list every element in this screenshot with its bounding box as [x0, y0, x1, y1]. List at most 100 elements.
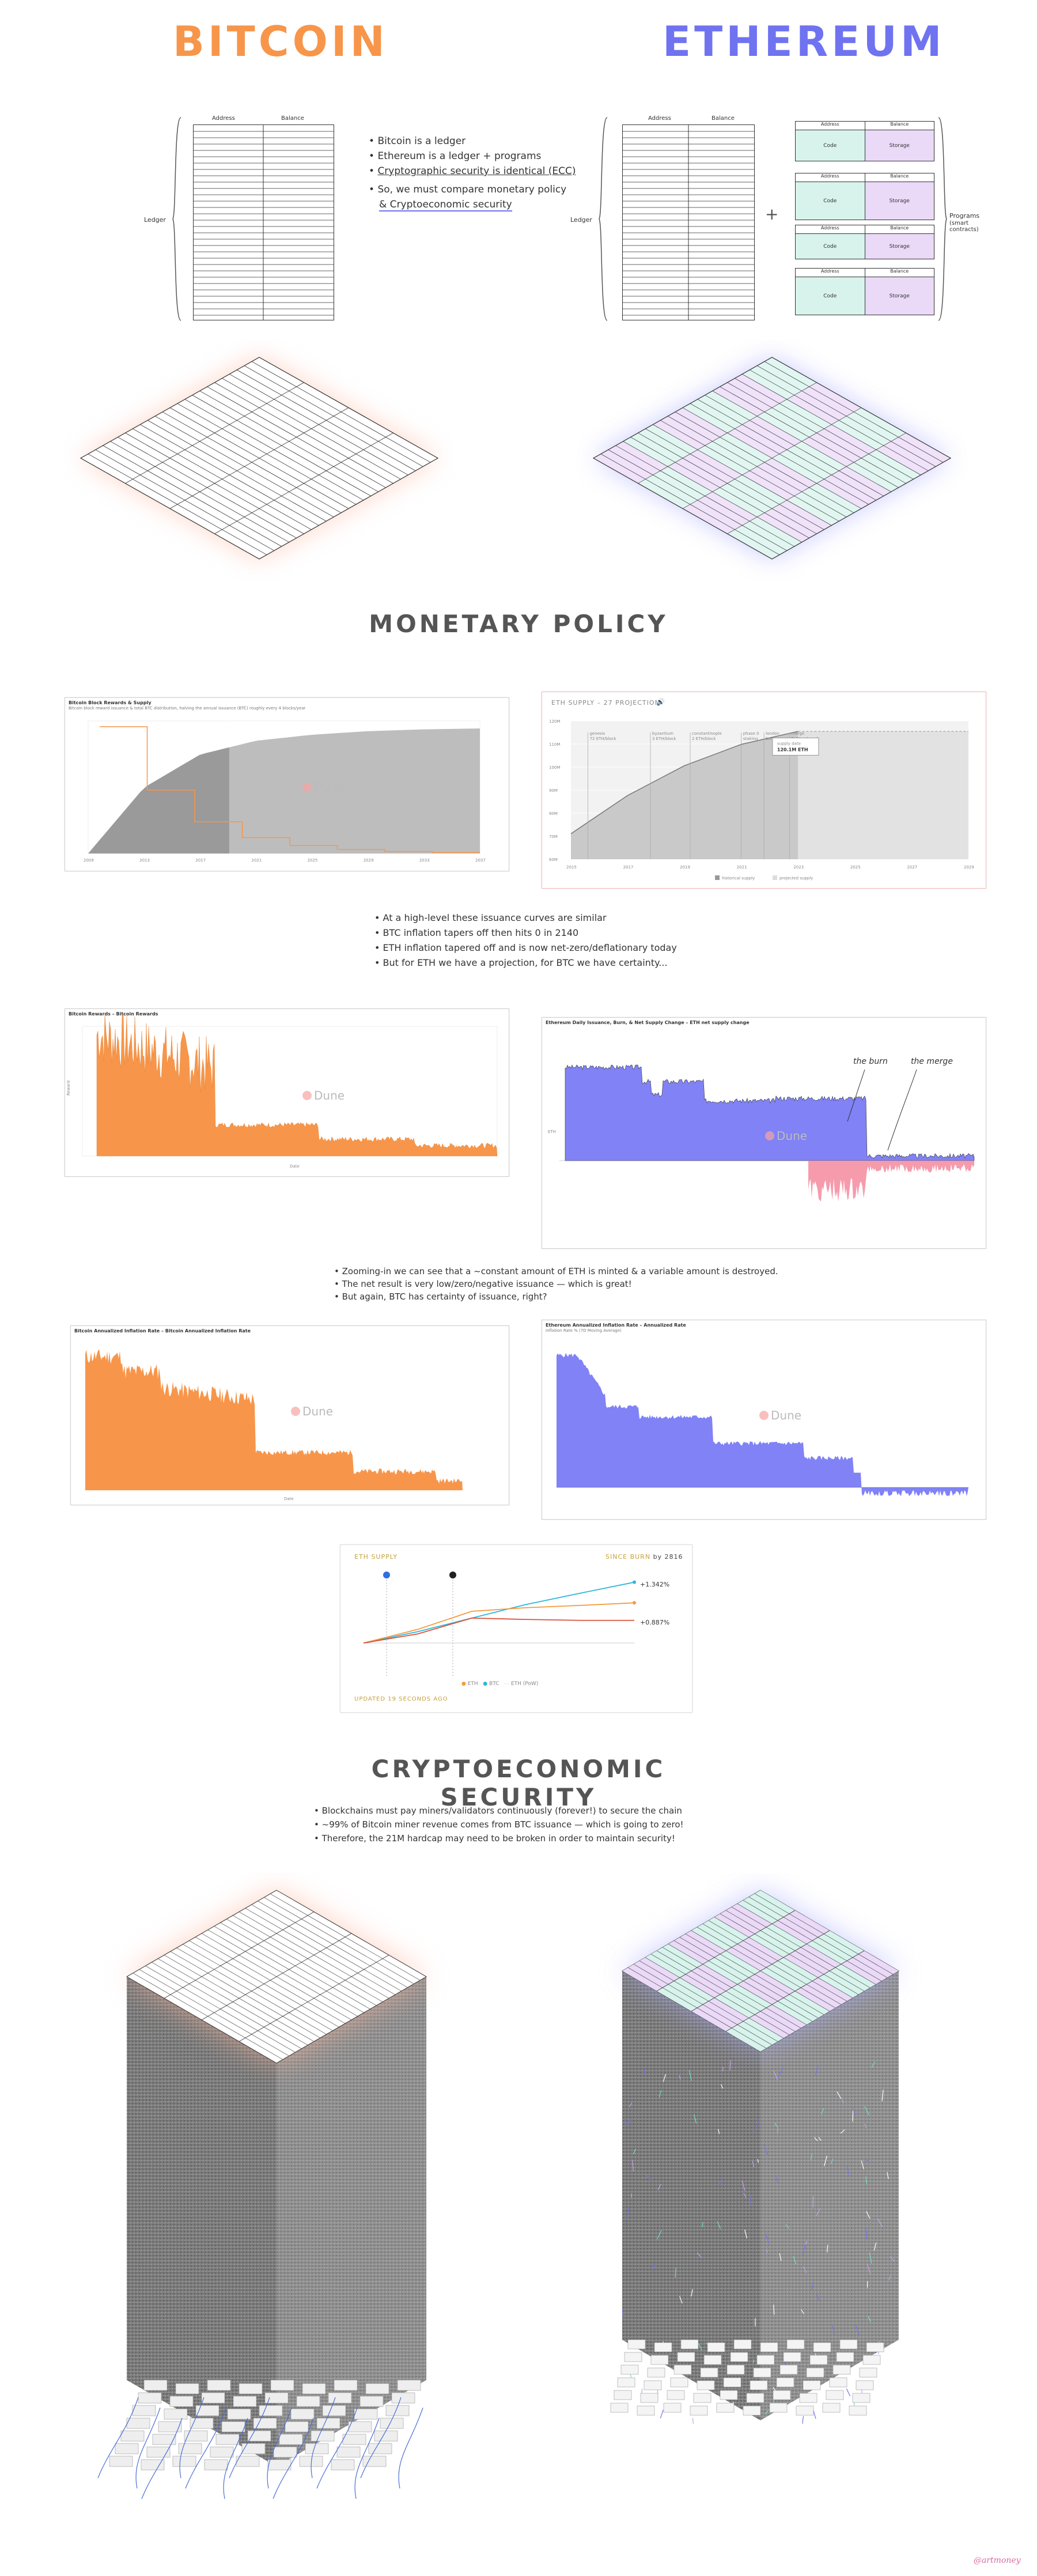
validator-streak — [646, 2175, 652, 2180]
validator-streak — [820, 2108, 824, 2115]
reward-area — [96, 1014, 498, 1157]
miner-block — [359, 2396, 384, 2407]
cable — [267, 2407, 292, 2489]
chart-title: ETH SUPPLY – 27 PROJECTION — [551, 699, 660, 707]
validator-streak — [763, 2144, 769, 2156]
tower-grid-line — [245, 1908, 395, 1995]
validator-streak — [773, 2071, 778, 2080]
sound-icon[interactable]: 🔊 — [656, 698, 665, 706]
security-title: CRYPTOECONOMIC SECURITY — [371, 1755, 666, 1811]
contract-code: Code — [796, 234, 865, 259]
eth-pow-value: +0.887% — [640, 1619, 670, 1626]
miner-block — [354, 2408, 378, 2420]
miner-block — [169, 2396, 194, 2407]
dune-watermark: Dune — [777, 1129, 807, 1143]
event-label: merge — [792, 731, 805, 736]
validator-cube — [647, 2367, 665, 2378]
miner-block — [290, 2408, 315, 2420]
dune-logo — [759, 1411, 769, 1420]
legend-swatch — [715, 875, 720, 880]
validator-streak — [633, 2148, 636, 2155]
validator-cube — [852, 2393, 871, 2403]
validator-streak — [628, 2118, 632, 2122]
validator-cube — [670, 2377, 688, 2388]
validator-cube — [690, 2405, 708, 2416]
validator-streak — [802, 2416, 804, 2424]
validator-streak — [697, 2252, 702, 2258]
tower-grid-line — [685, 1933, 824, 2015]
eth-issuance-chart: Ethereum Daily Issuance, Burn, & Net Sup… — [542, 1017, 986, 1249]
tower-grid-line — [656, 1950, 796, 2032]
zoom-note: • Zooming-in we can see that a ~constant… — [334, 1266, 778, 1276]
merge-icon — [449, 1572, 456, 1578]
iso-grid-line — [735, 378, 914, 479]
validator-cube — [697, 2380, 715, 2390]
iso-grid-line — [742, 373, 921, 475]
validator-cube — [746, 2393, 764, 2403]
iso-grid-line — [229, 373, 408, 475]
validator-cube — [862, 2355, 881, 2365]
x-tick: 2029 — [964, 865, 974, 870]
miner-block — [385, 2405, 410, 2416]
validator-streak — [774, 2123, 778, 2128]
miner-block — [348, 2421, 372, 2433]
burn-area — [808, 1161, 974, 1202]
validator-cube — [756, 2355, 775, 2365]
iso-grid-line — [147, 420, 327, 522]
y-tick: 60M — [549, 858, 558, 862]
historical-line — [570, 731, 798, 834]
tower-right-face — [760, 1971, 899, 2420]
cable — [311, 2397, 336, 2479]
validator-cube — [829, 2377, 847, 2388]
validator-cube — [614, 2390, 632, 2400]
contract-box: Address Balance Code Storage — [795, 225, 934, 259]
series-line — [363, 1617, 634, 1644]
cable — [273, 2418, 314, 2499]
miner-block — [215, 2434, 240, 2445]
legend-label: projected supply — [779, 876, 813, 881]
validator-streak — [691, 2289, 693, 2297]
cable — [223, 2418, 248, 2499]
iso-grid-line — [199, 390, 379, 492]
contract-header: Address Balance — [796, 173, 934, 182]
validator-streak — [779, 2253, 782, 2261]
tooltip-value: 120.1M ETH — [777, 747, 808, 753]
tower-grid-line — [176, 1947, 327, 2035]
miner-block — [152, 2434, 176, 2445]
validator-streak — [743, 2193, 747, 2198]
supply-area — [88, 728, 480, 853]
miner-block — [397, 2379, 421, 2391]
btc-ledger: Ledger Address Balance — [144, 115, 340, 323]
miner-block — [143, 2379, 168, 2391]
validator-cube — [663, 2403, 682, 2413]
validator-cube — [667, 2390, 685, 2400]
chart-subtitle: Bitcoin block reward issuance & total BT… — [69, 706, 306, 711]
miner-block — [239, 2383, 263, 2394]
validator-streak — [824, 2155, 828, 2166]
iso-grid-line — [667, 416, 847, 518]
tower-left-face — [127, 1977, 277, 2467]
iso-grid-line — [608, 450, 788, 551]
x-tick: 2027 — [907, 865, 917, 870]
tower-grid-line — [627, 1967, 767, 2049]
tower-grid-line — [139, 1969, 289, 2056]
miner-block — [273, 2446, 297, 2458]
miner-block — [334, 2379, 358, 2391]
btc-balance-header: Balance — [281, 115, 304, 122]
tower-grid-line — [679, 1937, 819, 2018]
monetary-note: • But for ETH we have a projection, for … — [374, 957, 668, 968]
validator-cube — [644, 2380, 662, 2390]
contract-header: Address Balance — [796, 122, 934, 130]
tower-grid-line — [702, 1924, 842, 2005]
validator-cube — [723, 2377, 741, 2388]
card-title: ETH SUPPLY — [354, 1553, 398, 1561]
validator-streak — [652, 2264, 656, 2272]
validator-cube — [866, 2342, 884, 2352]
miner-block — [158, 2421, 182, 2433]
miner-block — [247, 2430, 271, 2442]
tower-grid-line — [743, 1900, 882, 1981]
eth-ledger-brace — [599, 117, 608, 321]
miner-block — [374, 2430, 398, 2442]
zoom-note: • But again, BTC has certainty of issuan… — [334, 1291, 547, 1302]
event-label: 2 ETH/block — [692, 736, 717, 741]
